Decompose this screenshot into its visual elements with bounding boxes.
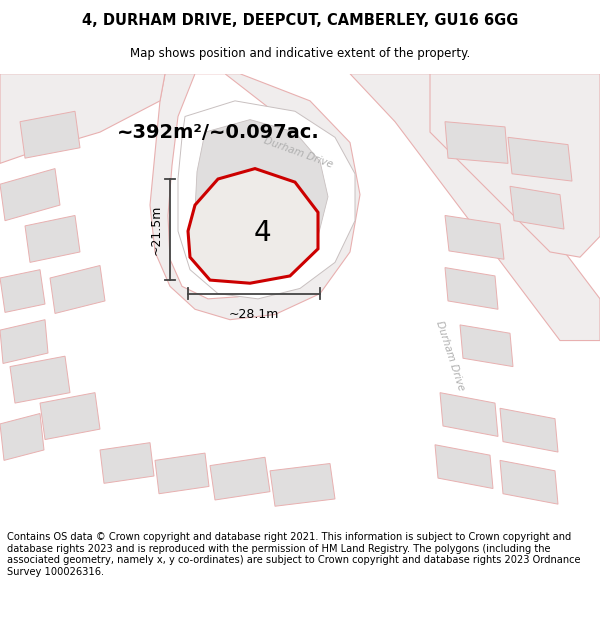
Text: Map shows position and indicative extent of the property.: Map shows position and indicative extent… (130, 47, 470, 59)
Polygon shape (270, 464, 335, 506)
Polygon shape (50, 266, 105, 314)
Polygon shape (10, 356, 70, 403)
Polygon shape (0, 169, 60, 221)
Text: Durham Drive: Durham Drive (434, 320, 466, 392)
Polygon shape (430, 74, 600, 257)
Polygon shape (500, 408, 558, 452)
Polygon shape (40, 392, 100, 439)
Polygon shape (178, 101, 355, 299)
Polygon shape (195, 119, 328, 269)
Polygon shape (188, 169, 318, 283)
Text: Durham Drive: Durham Drive (262, 136, 334, 170)
Polygon shape (0, 74, 165, 163)
Polygon shape (440, 392, 498, 436)
Polygon shape (460, 325, 513, 367)
Polygon shape (445, 268, 498, 309)
Polygon shape (210, 458, 270, 500)
Polygon shape (510, 186, 564, 229)
Polygon shape (100, 442, 154, 483)
Polygon shape (508, 138, 572, 181)
Polygon shape (168, 74, 310, 299)
Polygon shape (435, 445, 493, 489)
Polygon shape (150, 74, 360, 320)
Polygon shape (155, 453, 209, 494)
Polygon shape (0, 320, 48, 364)
Text: Contains OS data © Crown copyright and database right 2021. This information is : Contains OS data © Crown copyright and d… (7, 532, 581, 577)
Polygon shape (350, 74, 600, 341)
Text: ~21.5m: ~21.5m (150, 204, 163, 255)
Text: 4, DURHAM DRIVE, DEEPCUT, CAMBERLEY, GU16 6GG: 4, DURHAM DRIVE, DEEPCUT, CAMBERLEY, GU1… (82, 12, 518, 28)
Text: ~28.1m: ~28.1m (229, 308, 279, 321)
Polygon shape (0, 269, 45, 312)
Polygon shape (0, 414, 44, 461)
Polygon shape (20, 111, 80, 158)
Text: 4: 4 (253, 219, 271, 248)
Text: ~392m²/~0.097ac.: ~392m²/~0.097ac. (116, 122, 319, 142)
Polygon shape (500, 461, 558, 504)
Polygon shape (445, 216, 504, 259)
Polygon shape (25, 216, 80, 262)
Polygon shape (445, 122, 508, 163)
